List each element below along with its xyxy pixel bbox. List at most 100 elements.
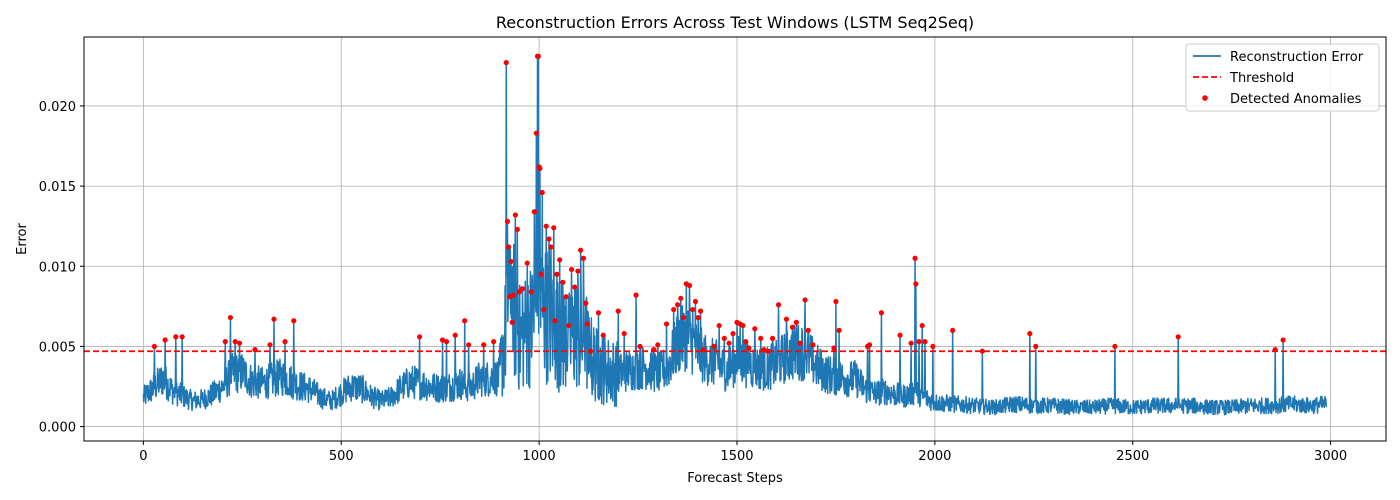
anomaly-point [504, 218, 511, 224]
anomaly-point [232, 339, 238, 345]
anomaly-point [897, 332, 903, 338]
anomaly-point [443, 339, 450, 345]
anomaly-point [919, 322, 925, 329]
anomaly-point [866, 342, 873, 348]
anomaly-point [913, 281, 919, 287]
y-axis-ticks: 0.000 0.005 0.010 0.015 0.020 [39, 100, 84, 436]
x-tick-label: 2500 [1116, 449, 1149, 464]
legend-label-anomaly: Detected Anomalies [1230, 92, 1362, 107]
anomaly-point [595, 310, 602, 316]
anomaly-point [503, 60, 509, 66]
anomaly-point [916, 339, 922, 345]
anomaly-point [908, 340, 914, 346]
anomaly-point [508, 258, 514, 265]
anomaly-point [541, 306, 547, 313]
anomaly-point [512, 212, 518, 218]
anomaly-point [758, 335, 764, 341]
anomaly-point [730, 330, 736, 337]
anomaly-point [1027, 330, 1033, 337]
anomaly-point [1280, 337, 1286, 343]
anomaly-point [416, 334, 423, 340]
anomaly-point [726, 340, 732, 346]
anomaly-point [621, 330, 627, 337]
anomaly-point [481, 342, 487, 348]
anomaly-point [775, 302, 782, 308]
anomaly-point [514, 226, 520, 232]
anomaly-point [686, 282, 693, 289]
reconstruction-error-series [142, 55, 1327, 416]
y-axis-label: Error [15, 223, 30, 255]
anomaly-point [716, 322, 722, 329]
plot-area [84, 53, 1386, 416]
anomaly-point [509, 319, 515, 325]
anomaly-point [697, 308, 704, 314]
x-axis-ticks: 0 500 1000 1500 2000 2500 3000 [139, 441, 1347, 464]
anomaly-point [580, 255, 587, 261]
anomaly-point [560, 279, 566, 285]
anomaly-point [633, 292, 639, 298]
anomaly-point [743, 339, 749, 345]
legend-label-threshold: Threshold [1229, 71, 1294, 86]
anomaly-point [690, 306, 696, 313]
anomaly-point [528, 289, 534, 295]
anomaly-point [721, 335, 727, 341]
anomaly-point [783, 316, 790, 322]
anomaly-point [695, 314, 701, 321]
anomaly-point [922, 339, 928, 345]
chart-title: Reconstruction Errors Across Test Window… [496, 13, 974, 32]
anomaly-point [802, 297, 808, 303]
x-tick-label: 0 [139, 449, 147, 464]
anomaly-point [267, 342, 273, 348]
anomaly-point [740, 322, 746, 329]
anomaly-point [663, 321, 670, 327]
anomaly-point [462, 318, 468, 324]
anomaly-point [506, 244, 512, 250]
anomaly-point [554, 271, 560, 277]
anomaly-point [770, 335, 776, 341]
anomaly-point [761, 347, 767, 353]
anomaly-point [439, 337, 446, 343]
anomaly-point [516, 289, 522, 295]
y-tick-label: 0.000 [39, 421, 76, 436]
anomaly-point [173, 334, 179, 340]
anomaly-point [615, 308, 621, 314]
anomaly-point [979, 348, 985, 354]
anomaly-point [533, 130, 539, 136]
anomaly-point [252, 347, 258, 353]
anomaly-point [151, 343, 158, 350]
anomaly-point [575, 268, 581, 274]
anomaly-point [637, 343, 643, 350]
anomaly-point [651, 347, 657, 353]
anomaly-point [678, 295, 684, 301]
anomaly-point [950, 327, 956, 333]
x-axis-label: Forecast Steps [687, 471, 783, 486]
anomaly-point [1033, 343, 1039, 350]
legend-box [1185, 43, 1380, 112]
x-tick-label: 500 [329, 449, 354, 464]
x-tick-label: 1000 [523, 449, 556, 464]
anomaly-points [151, 53, 1286, 354]
anomaly-point [524, 260, 530, 266]
x-tick-label: 1500 [720, 449, 753, 464]
anomaly-point [572, 284, 578, 290]
anomaly-point [587, 348, 594, 354]
anomaly-point [789, 324, 795, 330]
anomaly-point [912, 255, 918, 261]
anomaly-point [291, 318, 297, 324]
anomaly-point [236, 340, 243, 346]
anomaly-point [531, 209, 537, 215]
anomaly-point [655, 342, 661, 348]
y-tick-label: 0.020 [39, 100, 76, 115]
anomaly-point [282, 339, 288, 345]
anomaly-point [831, 345, 837, 351]
y-tick-label: 0.005 [39, 340, 76, 355]
anomaly-point [466, 342, 472, 348]
anomaly-point [162, 337, 168, 343]
anomaly-point [552, 318, 558, 324]
anomaly-point [563, 294, 569, 300]
anomaly-point [680, 314, 687, 321]
anomaly-point [227, 314, 234, 321]
legend: Reconstruction Error Threshold Detected … [1185, 43, 1380, 112]
